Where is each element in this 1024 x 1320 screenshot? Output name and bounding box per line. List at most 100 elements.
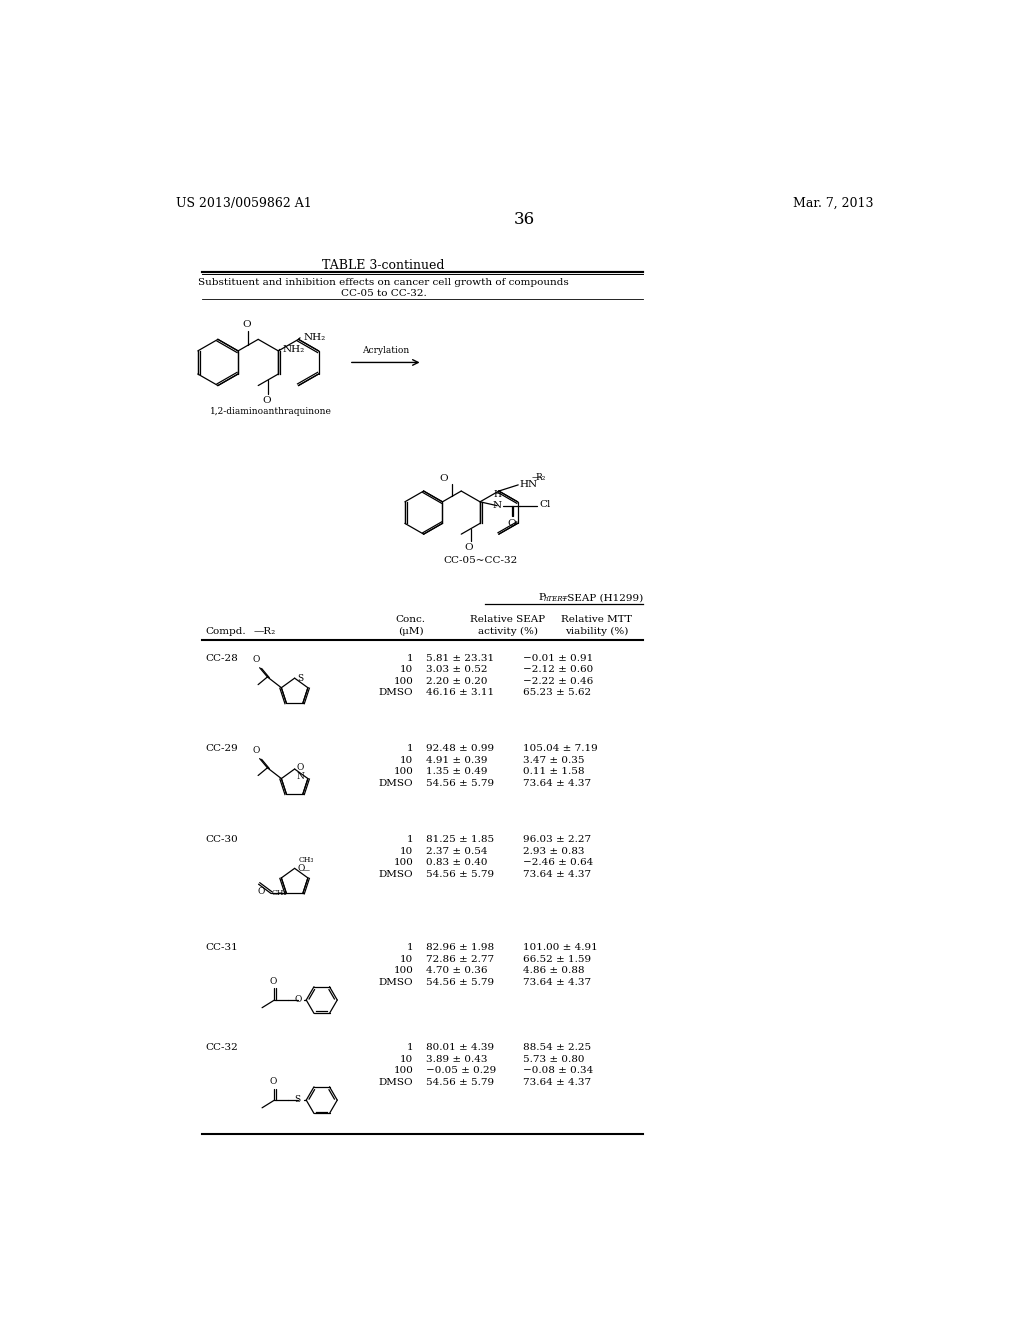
Text: Relative MTT: Relative MTT xyxy=(561,615,633,624)
Text: 10: 10 xyxy=(400,756,414,764)
Text: 3.89 ± 0.43: 3.89 ± 0.43 xyxy=(426,1055,487,1064)
Text: −2.22 ± 0.46: −2.22 ± 0.46 xyxy=(523,677,594,685)
Text: 54.56 ± 5.79: 54.56 ± 5.79 xyxy=(426,1077,495,1086)
Text: activity (%): activity (%) xyxy=(478,627,538,636)
Text: —: — xyxy=(303,866,310,874)
Text: –SEAP (H1299): –SEAP (H1299) xyxy=(562,594,643,602)
Text: 54.56 ± 5.79: 54.56 ± 5.79 xyxy=(426,870,495,879)
Text: 10: 10 xyxy=(400,1055,414,1064)
Text: 10: 10 xyxy=(400,847,414,855)
Text: 3.47 ± 0.35: 3.47 ± 0.35 xyxy=(523,756,585,764)
Text: CH₃: CH₃ xyxy=(299,857,314,865)
Text: O: O xyxy=(252,655,259,664)
Text: 2.20 ± 0.20: 2.20 ± 0.20 xyxy=(426,677,487,685)
Text: 36: 36 xyxy=(514,211,536,228)
Text: 0.83 ± 0.40: 0.83 ± 0.40 xyxy=(426,858,487,867)
Text: O: O xyxy=(257,887,265,896)
Text: N: N xyxy=(297,772,305,781)
Text: 54.56 ± 5.79: 54.56 ± 5.79 xyxy=(426,978,495,986)
Text: CC-32: CC-32 xyxy=(206,1043,239,1052)
Text: DMSO: DMSO xyxy=(379,978,414,986)
Text: O: O xyxy=(465,544,473,552)
Text: 65.23 ± 5.62: 65.23 ± 5.62 xyxy=(523,688,592,697)
Text: CC-05~CC-32: CC-05~CC-32 xyxy=(443,556,518,565)
Text: −0.05 ± 0.29: −0.05 ± 0.29 xyxy=(426,1067,497,1076)
Text: 10: 10 xyxy=(400,665,414,675)
Text: 100: 100 xyxy=(393,966,414,975)
Text: 4.70 ± 0.36: 4.70 ± 0.36 xyxy=(426,966,487,975)
Text: (μM): (μM) xyxy=(398,627,424,636)
Text: hTERT: hTERT xyxy=(544,595,567,603)
Text: N: N xyxy=(493,502,502,510)
Text: O: O xyxy=(269,977,276,986)
Text: S: S xyxy=(295,1094,301,1104)
Text: −0.08 ± 0.34: −0.08 ± 0.34 xyxy=(523,1067,594,1076)
Text: 80.01 ± 4.39: 80.01 ± 4.39 xyxy=(426,1043,495,1052)
Text: 73.64 ± 4.37: 73.64 ± 4.37 xyxy=(523,870,592,879)
Text: Substituent and inhibition effects on cancer cell growth of compounds: Substituent and inhibition effects on ca… xyxy=(199,277,569,286)
Text: O: O xyxy=(294,995,301,1003)
Text: 2.37 ± 0.54: 2.37 ± 0.54 xyxy=(426,847,487,855)
Text: 105.04 ± 7.19: 105.04 ± 7.19 xyxy=(523,744,598,754)
Text: 1: 1 xyxy=(407,653,414,663)
Text: 10: 10 xyxy=(400,954,414,964)
Text: 5.73 ± 0.80: 5.73 ± 0.80 xyxy=(523,1055,585,1064)
Text: 100: 100 xyxy=(393,767,414,776)
Text: —: — xyxy=(531,474,542,482)
Text: 4.91 ± 0.39: 4.91 ± 0.39 xyxy=(426,756,487,764)
Text: −2.12 ± 0.60: −2.12 ± 0.60 xyxy=(523,665,594,675)
Text: Conc.: Conc. xyxy=(396,615,426,624)
Text: CC-29: CC-29 xyxy=(206,744,239,754)
Text: S: S xyxy=(297,673,303,682)
Text: O: O xyxy=(243,319,251,329)
Text: Relative SEAP: Relative SEAP xyxy=(470,615,546,624)
Text: 82.96 ± 1.98: 82.96 ± 1.98 xyxy=(426,942,495,952)
Text: 100: 100 xyxy=(393,677,414,685)
Text: TABLE 3-continued: TABLE 3-continued xyxy=(323,259,445,272)
Text: CC-28: CC-28 xyxy=(206,653,239,663)
Text: viability (%): viability (%) xyxy=(565,627,629,636)
Text: 2.93 ± 0.83: 2.93 ± 0.83 xyxy=(523,847,585,855)
Text: 0.11 ± 1.58: 0.11 ± 1.58 xyxy=(523,767,585,776)
Text: 46.16 ± 3.11: 46.16 ± 3.11 xyxy=(426,688,495,697)
Text: P: P xyxy=(539,594,546,602)
Text: Cl: Cl xyxy=(539,500,550,510)
Text: 1: 1 xyxy=(407,744,414,754)
Text: 1: 1 xyxy=(407,1043,414,1052)
Text: 4.86 ± 0.88: 4.86 ± 0.88 xyxy=(523,966,585,975)
Text: O: O xyxy=(298,863,305,873)
Text: Compd.: Compd. xyxy=(206,627,246,636)
Text: O: O xyxy=(262,396,271,405)
Text: R₂: R₂ xyxy=(536,473,546,482)
Text: 100: 100 xyxy=(393,1067,414,1076)
Text: 3.03 ± 0.52: 3.03 ± 0.52 xyxy=(426,665,487,675)
Text: 66.52 ± 1.59: 66.52 ± 1.59 xyxy=(523,954,592,964)
Text: HN: HN xyxy=(520,480,538,490)
Text: H: H xyxy=(494,490,501,499)
Text: 1: 1 xyxy=(407,942,414,952)
Text: 73.64 ± 4.37: 73.64 ± 4.37 xyxy=(523,1077,592,1086)
Text: O: O xyxy=(508,519,516,528)
Text: DMSO: DMSO xyxy=(379,688,414,697)
Text: O: O xyxy=(269,1077,276,1086)
Text: CC-30: CC-30 xyxy=(206,836,239,845)
Text: 72.86 ± 2.77: 72.86 ± 2.77 xyxy=(426,954,495,964)
Text: CC-31: CC-31 xyxy=(206,942,239,952)
Text: 1.35 ± 0.49: 1.35 ± 0.49 xyxy=(426,767,487,776)
Text: 100: 100 xyxy=(393,858,414,867)
Text: US 2013/0059862 A1: US 2013/0059862 A1 xyxy=(176,197,311,210)
Text: DMSO: DMSO xyxy=(379,1077,414,1086)
Text: 5.81 ± 23.31: 5.81 ± 23.31 xyxy=(426,653,495,663)
Text: 81.25 ± 1.85: 81.25 ± 1.85 xyxy=(426,836,495,845)
Text: 88.54 ± 2.25: 88.54 ± 2.25 xyxy=(523,1043,592,1052)
Text: NH₂: NH₂ xyxy=(303,334,326,342)
Text: Mar. 7, 2013: Mar. 7, 2013 xyxy=(793,197,873,210)
Text: CC-05 to CC-32.: CC-05 to CC-32. xyxy=(341,289,427,298)
Text: −2.46 ± 0.64: −2.46 ± 0.64 xyxy=(523,858,594,867)
Text: 1: 1 xyxy=(407,836,414,845)
Text: NH₂: NH₂ xyxy=(283,345,305,354)
Text: O: O xyxy=(252,746,259,755)
Text: O: O xyxy=(297,763,304,772)
Text: 92.48 ± 0.99: 92.48 ± 0.99 xyxy=(426,744,495,754)
Text: DMSO: DMSO xyxy=(379,870,414,879)
